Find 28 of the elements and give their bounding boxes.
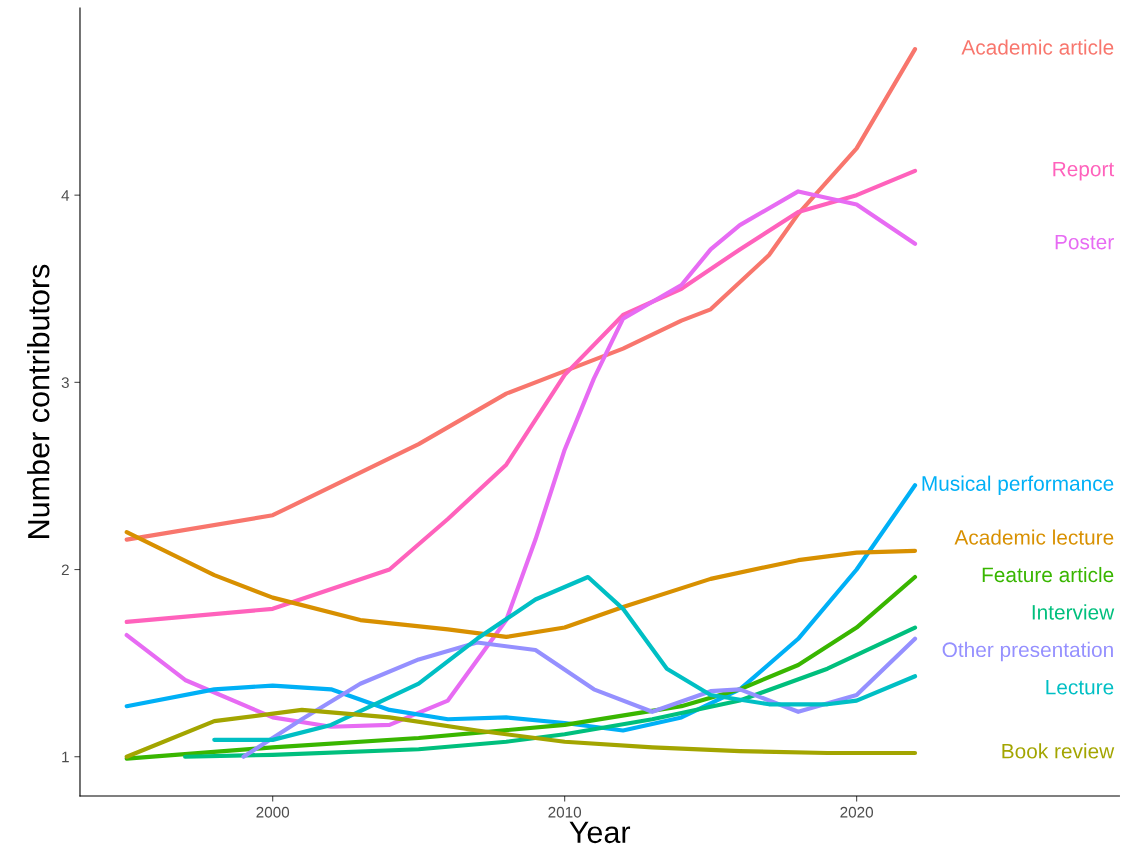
- x-tick-label: 2010: [548, 806, 582, 818]
- y-tick-label: 1: [62, 751, 69, 763]
- y-tick-label: 2: [61, 564, 69, 576]
- text: Lecture: [1046, 680, 1114, 695]
- line-series: [241, 636, 918, 759]
- x-axis-title: Year: [569, 821, 631, 844]
- y-tick-label: 4: [61, 190, 70, 201]
- text: Poster: [1055, 234, 1114, 250]
- text: Book review: [1002, 743, 1115, 759]
- text: Report: [1053, 161, 1115, 181]
- line-series: [124, 530, 918, 640]
- x-tick-label: 2000: [256, 806, 290, 818]
- series-label: Other presentation: [942, 641, 1113, 662]
- series-label: Academic lecture: [954, 529, 1114, 545]
- y-tick-label: 3: [61, 377, 69, 389]
- line-series: [212, 574, 918, 742]
- y-axis-title: Number contributors: [27, 264, 50, 538]
- text: Feature article: [982, 566, 1114, 583]
- x-tick-label: 2020: [840, 806, 874, 818]
- line-series: [183, 625, 918, 759]
- text: Interview: [1032, 604, 1115, 620]
- line-series: [124, 47, 918, 542]
- line-series: [124, 189, 918, 729]
- line-series: [124, 168, 918, 625]
- text: Academic article: [961, 39, 1114, 55]
- series-label: Musical performance: [922, 475, 1114, 496]
- line-series: [124, 707, 918, 759]
- line-series: [124, 574, 918, 761]
